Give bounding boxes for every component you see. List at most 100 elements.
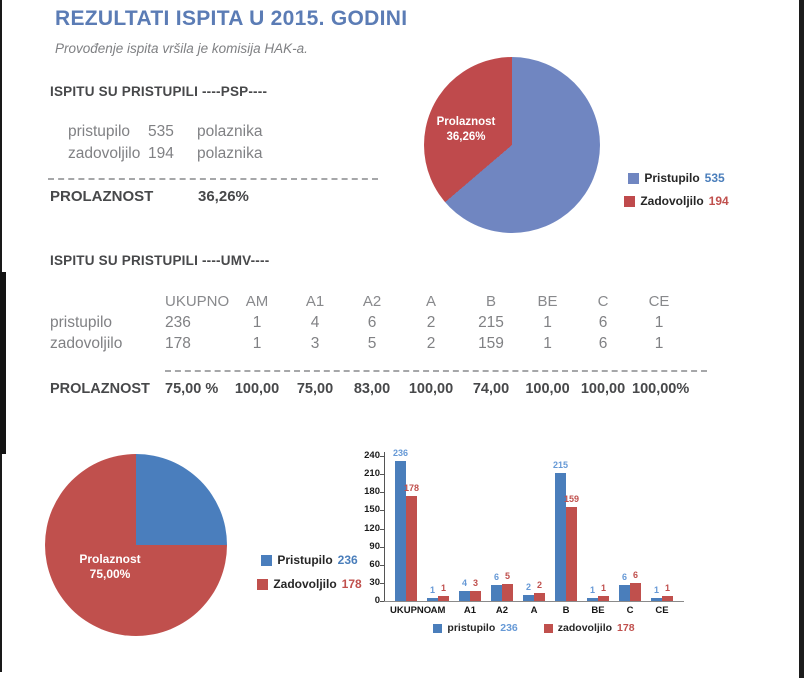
psp-attendance-block: pristupilo 535 polaznika zadovoljilo 194 pol… xyxy=(68,121,263,165)
bar-value-label-pristupilo: 6 xyxy=(621,572,627,582)
psp-prolaznost-label: PROLAZNOST xyxy=(50,188,154,205)
pie-label-value: 75,00% xyxy=(89,567,131,581)
umv-bar-chart: 0 30 60 90 120 150 180 210 240 236 178 1 1 4 3 6 5 2 2 215… xyxy=(355,444,755,644)
y-axis-tick-label: 210 xyxy=(364,468,380,480)
legend-swatch-red xyxy=(624,195,636,207)
x-axis-category-label: AM xyxy=(430,605,446,616)
bar-value-label-pristupilo: 4 xyxy=(461,578,467,588)
y-axis-tick-label: 30 xyxy=(369,576,380,588)
umv-cell: 5 xyxy=(367,335,377,352)
bar-pristupilo xyxy=(587,598,598,601)
umv-prolaznost-label: PROLAZNOST xyxy=(50,381,150,397)
bar-value-label-pristupilo: 6 xyxy=(493,572,499,582)
bar-chart-plot-area: 236 178 1 1 4 3 6 5 2 2 215 159 1 1 6 6 1 1 xyxy=(380,448,684,602)
umv-table-row: pristupilo 236 1 4 6 2 215 1 6 1 xyxy=(50,314,700,335)
pie-label-title: Prolaznost xyxy=(436,116,496,128)
legend-value: 178 xyxy=(341,577,362,591)
legend-swatch xyxy=(543,623,553,633)
psp-row-pristupilo: pristupilo 535 polaznika xyxy=(68,121,263,143)
y-axis-tick-mark xyxy=(380,492,384,494)
x-axis-category-label: A xyxy=(530,605,538,616)
umv-cell: 1 xyxy=(252,314,262,331)
umv-cell: 1 xyxy=(654,335,664,352)
umv-prolaznost-value: 100,00 xyxy=(580,381,626,397)
bar-pristupilo xyxy=(427,598,438,601)
bar-pristupilo xyxy=(459,591,470,601)
umv-cell: 1 xyxy=(543,314,552,331)
bar-pristupilo xyxy=(523,595,534,601)
bar-value-label-zadovoljilo: 5 xyxy=(504,571,510,581)
umv-cell: 178 xyxy=(165,335,191,352)
pie-center-label: Prolaznost 75,00% xyxy=(55,552,165,582)
legend-value: 194 xyxy=(708,194,729,208)
psp-row-unit: polaznika xyxy=(197,145,263,162)
bar-pristupilo xyxy=(651,598,662,601)
umv-prolaznost-value: 100,00 xyxy=(408,381,454,397)
umv-prolaznost-value: 74,00 xyxy=(472,381,510,397)
bar-pristupilo xyxy=(395,461,406,601)
y-axis-tick-mark xyxy=(380,528,384,530)
legend-swatch-blue xyxy=(261,554,273,566)
y-axis-tick-label: 90 xyxy=(369,540,380,552)
legend-value: 236 xyxy=(337,553,358,567)
umv-pie-legend: Pristupilo 236 Zadovoljilo 178 xyxy=(237,553,382,591)
psp-row-unit: polaznika xyxy=(197,123,263,140)
psp-row-value: 535 xyxy=(148,123,174,140)
psp-divider-dashed-line xyxy=(48,178,378,180)
bar-legend-item-zadovoljilo: zadovoljilo 178 xyxy=(543,622,635,634)
bar-chart-x-axis-labels: UKUPNO AM A1 A2 A B BE C CE xyxy=(390,605,678,616)
page-title: REZULTATI ISPITA U 2015. GODINI xyxy=(55,7,408,30)
umv-cell: 159 xyxy=(478,335,504,352)
pie-label-title: Prolaznost xyxy=(79,552,141,566)
x-axis-category-label: C xyxy=(626,605,634,616)
legend-label: zadovoljilo xyxy=(557,622,613,634)
bar-chart-legend: pristupilo 236 zadovoljilo 178 xyxy=(384,622,684,634)
umv-pie-chart: Prolaznost 75,00% xyxy=(45,454,227,636)
umv-column-header: BE xyxy=(537,293,558,310)
umv-prolaznost-value: 75,00 xyxy=(296,381,334,397)
y-axis-tick-mark xyxy=(380,601,384,602)
x-axis-category-label: A1 xyxy=(463,605,477,616)
legend-item-pristupilo: Pristupilo 535 xyxy=(628,171,725,185)
bar-value-label-pristupilo: 215 xyxy=(552,460,569,470)
legend-label: Pristupilo xyxy=(644,171,700,185)
umv-cell: 236 xyxy=(165,314,191,331)
page-subtitle: Provođenje ispita vršila je komisija HAK… xyxy=(55,41,308,56)
bar-zadovoljilo xyxy=(438,596,449,601)
umv-cell: 1 xyxy=(543,335,552,352)
bar-value-label-pristupilo: 1 xyxy=(429,585,435,595)
umv-results-table: UKUPNO AM A1 A2 A B BE C CE pristupilo 236 1 4 6 2 215 1… xyxy=(50,293,700,356)
legend-swatch-red xyxy=(257,578,269,590)
bar-pristupilo xyxy=(619,585,630,601)
psp-pie-legend: Pristupilo 535 Zadovoljilo 194 xyxy=(604,171,749,208)
umv-cell: 6 xyxy=(598,314,608,331)
legend-label: Zadovoljilo xyxy=(273,577,337,591)
umv-column-header: C xyxy=(597,293,609,310)
pie-center-label: Prolaznost 36,26% xyxy=(416,115,516,145)
bar-value-label-zadovoljilo: 1 xyxy=(600,583,606,593)
umv-prolaznost-value: 100,00 xyxy=(525,381,570,397)
umv-cell: 3 xyxy=(310,335,320,352)
umv-column-header: CE xyxy=(648,293,670,310)
page-right-border xyxy=(799,0,804,678)
pie-label-value: 36,26% xyxy=(446,131,486,143)
legend-swatch xyxy=(433,623,443,633)
umv-cell: 1 xyxy=(252,335,262,352)
bar-group-ukupno: 236 178 xyxy=(390,448,422,601)
y-axis-tick-label: 180 xyxy=(364,486,380,498)
y-axis-tick-mark xyxy=(380,474,384,476)
umv-cell: 6 xyxy=(367,314,377,331)
bar-chart-y-axis-labels: 0 30 60 90 120 150 180 210 240 xyxy=(355,450,380,609)
x-axis-category-label: UKUPNO xyxy=(390,605,432,616)
bar-value-label-pristupilo: 1 xyxy=(653,585,659,595)
bar-group-b: 215 159 xyxy=(550,454,582,601)
y-axis-tick-label: 150 xyxy=(364,504,380,516)
umv-column-header: A2 xyxy=(362,293,382,310)
y-axis-line xyxy=(384,452,385,602)
legend-item-zadovoljilo: Zadovoljilo 178 xyxy=(257,577,362,591)
legend-item-pristupilo: Pristupilo 236 xyxy=(261,553,358,567)
y-axis-tick-label: 60 xyxy=(369,558,380,570)
